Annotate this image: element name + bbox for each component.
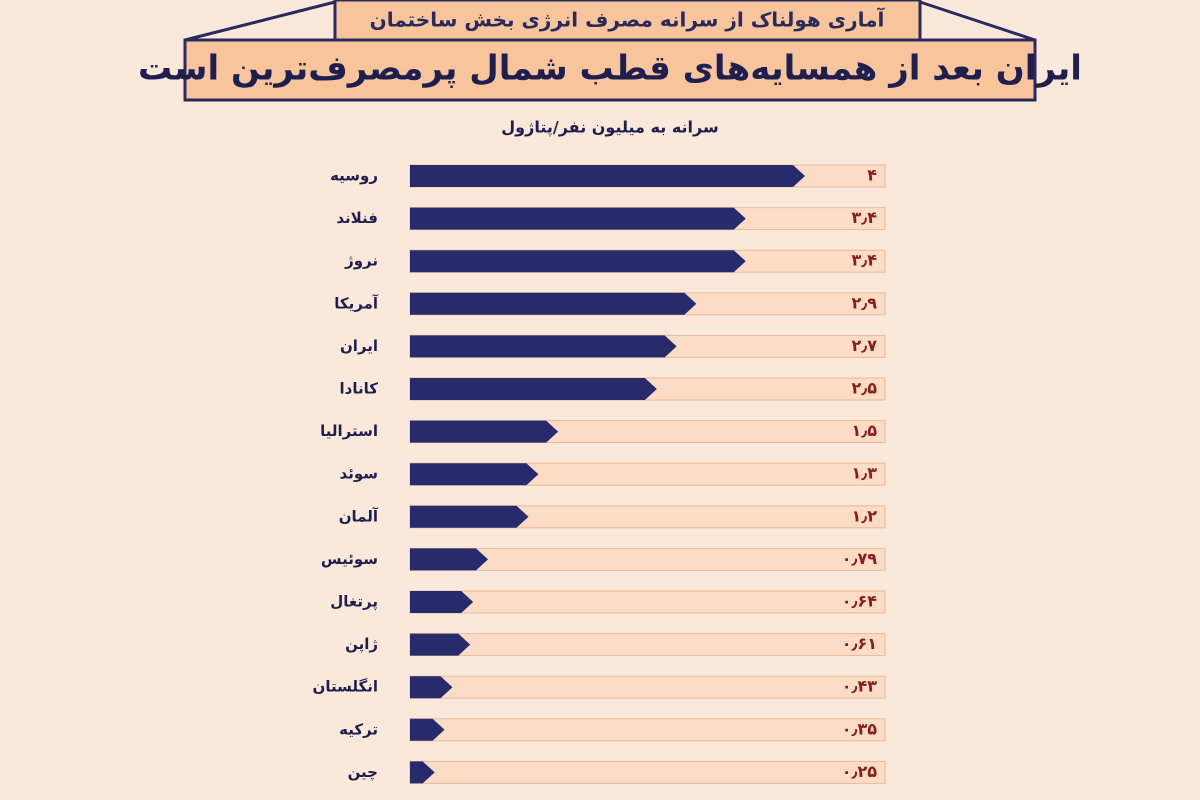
- value-label: ۰٫۷۹: [842, 549, 878, 568]
- category-label: آلمان: [339, 507, 379, 525]
- category-label: ایران: [340, 337, 378, 355]
- category-label: آمریکا: [334, 294, 379, 312]
- bar-track: [409, 633, 886, 657]
- bar: [410, 463, 539, 486]
- value-label: ۲٫۹: [851, 293, 877, 312]
- bar: [410, 591, 474, 613]
- subtitle: آماری هولناک از سرانه مصرف انرژی بخش ساخ…: [370, 7, 886, 32]
- bar: [410, 548, 489, 571]
- title-box: [183, 38, 1037, 102]
- bar: [410, 633, 471, 656]
- category-label: ترکیه: [339, 720, 378, 738]
- bar-track: [409, 760, 886, 784]
- category-label: نروژ: [344, 252, 378, 270]
- value-label: ۲٫۵: [851, 379, 877, 398]
- category-label: کانادا: [340, 380, 379, 398]
- category-label: پرتغال: [330, 593, 378, 612]
- value-label: ۴: [867, 166, 877, 185]
- category-label: فنلاند: [336, 209, 378, 227]
- value-label: ۰٫۶۱: [842, 634, 877, 653]
- value-label: ۱٫۵: [851, 421, 877, 440]
- bar: [410, 335, 677, 358]
- category-label: چین: [348, 763, 378, 782]
- bar-track: [409, 718, 886, 742]
- category-label: سوئد: [340, 465, 378, 483]
- category-label: روسیه: [330, 167, 378, 185]
- bar: [410, 420, 559, 443]
- value-label: ۰٫۲۵: [842, 762, 878, 781]
- bar: [410, 250, 746, 273]
- value-label: ۰٫۶۴: [842, 592, 878, 611]
- value-label: ۱٫۳: [851, 464, 877, 483]
- category-label: ژاپن: [345, 635, 378, 654]
- header: آماری هولناک از سرانه مصرف انرژی بخش ساخ…: [138, 0, 1082, 102]
- bar: [410, 207, 746, 230]
- bar: [410, 292, 697, 315]
- subtitle-box: [333, 0, 922, 42]
- value-label: ۱٫۲: [851, 506, 877, 525]
- chart-title: ایران بعد از همسایه‌های قطب شمال پرمصرف‌…: [138, 49, 1082, 89]
- bar-track: [409, 590, 886, 614]
- value-label: ۳٫۴: [851, 208, 877, 227]
- bar: [410, 505, 529, 528]
- category-label: استرالیا: [320, 422, 378, 440]
- category-label: انگلستان: [313, 678, 378, 696]
- header-decor: [184, 0, 336, 42]
- bar-track: [409, 675, 886, 699]
- header-decor: [919, 0, 1036, 42]
- axis-label: سرانه به میلیون نفر/پتاژول: [501, 118, 718, 138]
- value-label: ۰٫۳۵: [842, 719, 878, 738]
- bar: [410, 676, 453, 699]
- bar: [410, 761, 435, 784]
- value-label: ۳٫۴: [851, 251, 877, 270]
- value-label: ۰٫۴۳: [842, 677, 878, 696]
- category-label: سوئیس: [321, 550, 378, 568]
- bar: [410, 378, 657, 400]
- bar: [410, 165, 805, 187]
- value-label: ۲٫۷: [851, 336, 877, 355]
- bar: [410, 718, 445, 741]
